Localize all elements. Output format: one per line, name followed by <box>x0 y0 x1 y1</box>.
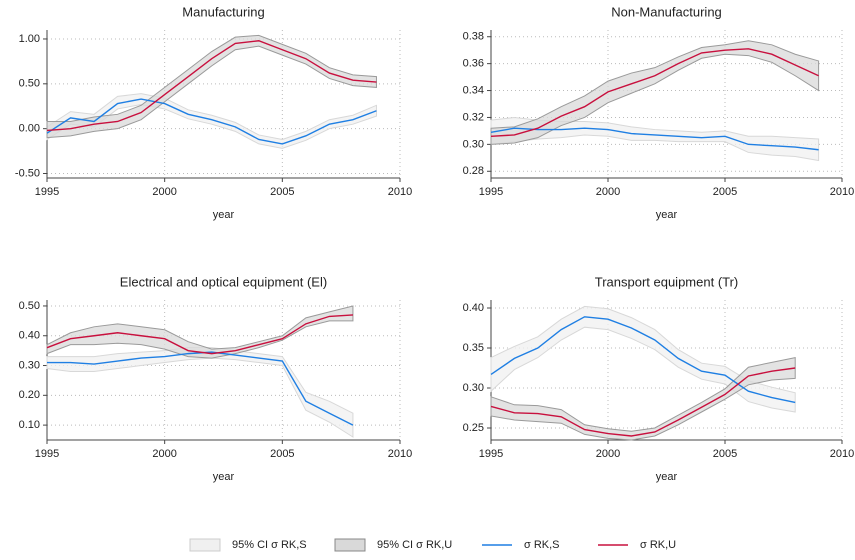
x-tick-label: 2000 <box>152 448 176 460</box>
series-line <box>46 40 377 132</box>
x-tick-label: 1995 <box>35 448 59 460</box>
x-tick-label: 2010 <box>830 448 854 460</box>
y-tick-label: 0.00 <box>19 123 40 135</box>
x-tick-label: 2010 <box>388 186 412 198</box>
ci-band <box>46 305 354 359</box>
series-line <box>490 316 796 404</box>
y-tick-label: 1.00 <box>19 33 40 45</box>
legend-label: 95% CI σ RK,U <box>377 539 452 551</box>
y-tick-label: 0.34 <box>463 84 484 96</box>
y-tick-label: 0.30 <box>463 382 484 394</box>
legend-label: σ RK,S <box>524 539 560 551</box>
x-tick-label: 1995 <box>35 186 59 198</box>
series-line <box>46 314 353 355</box>
x-axis-label: year <box>213 471 235 483</box>
y-tick-label: 0.30 <box>463 138 484 150</box>
series-line <box>47 351 354 426</box>
legend-swatch <box>189 538 221 552</box>
ci-band <box>490 40 820 145</box>
panel-title: Non-Manufacturing <box>611 4 722 19</box>
ci-band <box>490 305 796 413</box>
legend-label: σ RK,U <box>640 539 676 551</box>
x-axis-label: year <box>656 471 678 483</box>
y-tick-label: 0.20 <box>19 389 40 401</box>
x-tick-label: 1995 <box>479 448 503 460</box>
x-tick-label: 2000 <box>596 448 620 460</box>
panel-title: Electrical and optical equipment (El) <box>120 274 327 289</box>
x-axis-label: year <box>656 209 678 221</box>
y-tick-label: 0.10 <box>19 419 40 431</box>
y-tick-label: 0.40 <box>463 302 484 314</box>
y-tick-label: 0.32 <box>463 111 484 123</box>
series-line <box>490 127 819 151</box>
y-tick-label: 0.30 <box>19 359 40 371</box>
x-tick-label: 2005 <box>713 448 737 460</box>
legend-swatch <box>334 538 366 552</box>
y-tick-label: 0.40 <box>19 330 40 342</box>
ci-band <box>46 34 377 139</box>
y-tick-label: 0.50 <box>19 300 40 312</box>
y-tick-label: 0.35 <box>463 342 484 354</box>
legend-label: 95% CI σ RK,S <box>232 539 307 551</box>
x-tick-label: 2005 <box>270 448 294 460</box>
x-tick-label: 2000 <box>152 186 176 198</box>
x-tick-label: 2005 <box>270 186 294 198</box>
y-tick-label: 0.38 <box>463 31 484 43</box>
y-tick-label: -0.50 <box>15 167 40 179</box>
x-tick-label: 2010 <box>830 186 854 198</box>
series-line <box>490 48 819 137</box>
x-tick-label: 1995 <box>479 186 503 198</box>
x-axis-label: year <box>213 209 235 221</box>
x-tick-label: 2010 <box>388 448 412 460</box>
y-tick-label: 0.25 <box>463 422 484 434</box>
series-line <box>490 367 796 437</box>
ci-band <box>46 347 354 438</box>
panel-title: Manufacturing <box>182 4 264 19</box>
y-tick-label: 0.50 <box>19 78 40 90</box>
x-tick-label: 2005 <box>713 186 737 198</box>
y-tick-label: 0.28 <box>463 165 484 177</box>
panel-title: Transport equipment (Tr) <box>595 274 739 289</box>
series-line <box>46 98 377 145</box>
x-tick-label: 2000 <box>596 186 620 198</box>
y-tick-label: 0.36 <box>463 58 484 70</box>
